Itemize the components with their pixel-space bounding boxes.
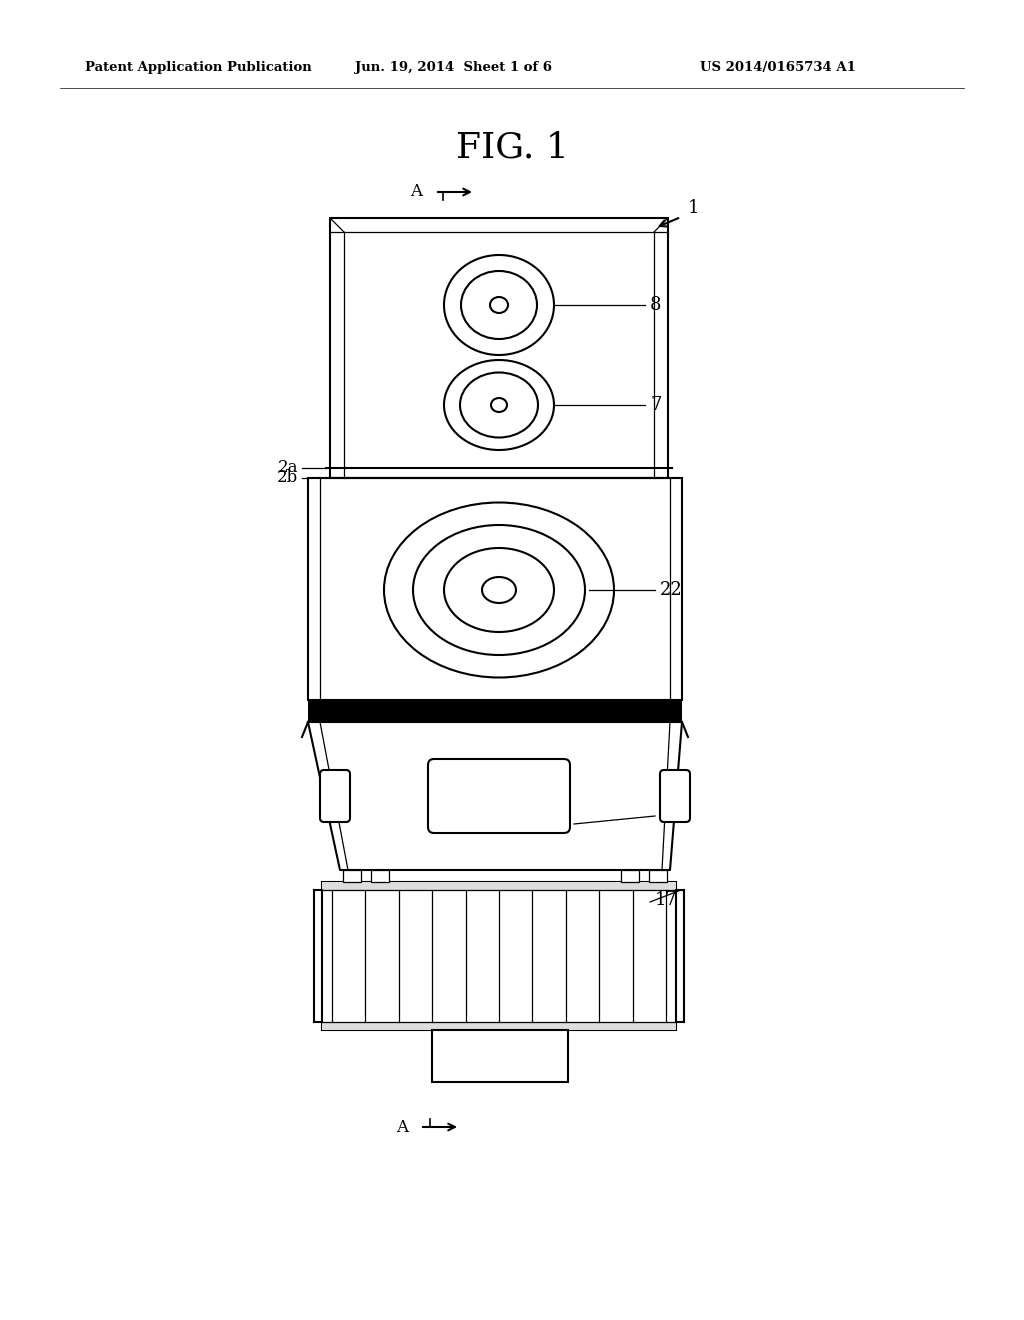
Polygon shape xyxy=(308,722,682,870)
Text: US 2014/0165734 A1: US 2014/0165734 A1 xyxy=(700,62,856,74)
Bar xyxy=(322,882,676,890)
Text: 2a: 2a xyxy=(278,459,298,477)
Ellipse shape xyxy=(461,271,537,339)
Text: 22: 22 xyxy=(660,581,683,599)
Ellipse shape xyxy=(444,255,554,355)
Bar xyxy=(649,870,667,882)
Bar xyxy=(308,700,682,722)
Bar xyxy=(322,882,676,1030)
Bar xyxy=(308,478,682,700)
Bar xyxy=(621,870,639,882)
Text: FIG. 1: FIG. 1 xyxy=(456,131,568,165)
Text: 8: 8 xyxy=(650,296,662,314)
Text: A: A xyxy=(410,183,422,201)
Text: 7: 7 xyxy=(650,396,662,414)
Ellipse shape xyxy=(384,503,614,677)
FancyBboxPatch shape xyxy=(660,770,690,822)
Text: A: A xyxy=(396,1118,408,1135)
Text: 17: 17 xyxy=(655,891,678,909)
Ellipse shape xyxy=(490,399,507,412)
Ellipse shape xyxy=(460,372,538,437)
Bar xyxy=(432,1030,568,1082)
Text: 1: 1 xyxy=(688,199,699,216)
Ellipse shape xyxy=(444,548,554,632)
Text: Patent Application Publication: Patent Application Publication xyxy=(85,62,311,74)
FancyBboxPatch shape xyxy=(428,759,570,833)
FancyBboxPatch shape xyxy=(319,770,350,822)
Text: 2b: 2b xyxy=(276,470,298,487)
Text: 14: 14 xyxy=(660,807,683,825)
Bar xyxy=(371,870,389,882)
Ellipse shape xyxy=(490,297,508,313)
Bar xyxy=(343,870,361,882)
Bar xyxy=(322,1022,676,1030)
Text: Jun. 19, 2014  Sheet 1 of 6: Jun. 19, 2014 Sheet 1 of 6 xyxy=(355,62,552,74)
Ellipse shape xyxy=(444,360,554,450)
Ellipse shape xyxy=(413,525,585,655)
Bar xyxy=(330,218,668,478)
Ellipse shape xyxy=(482,577,516,603)
